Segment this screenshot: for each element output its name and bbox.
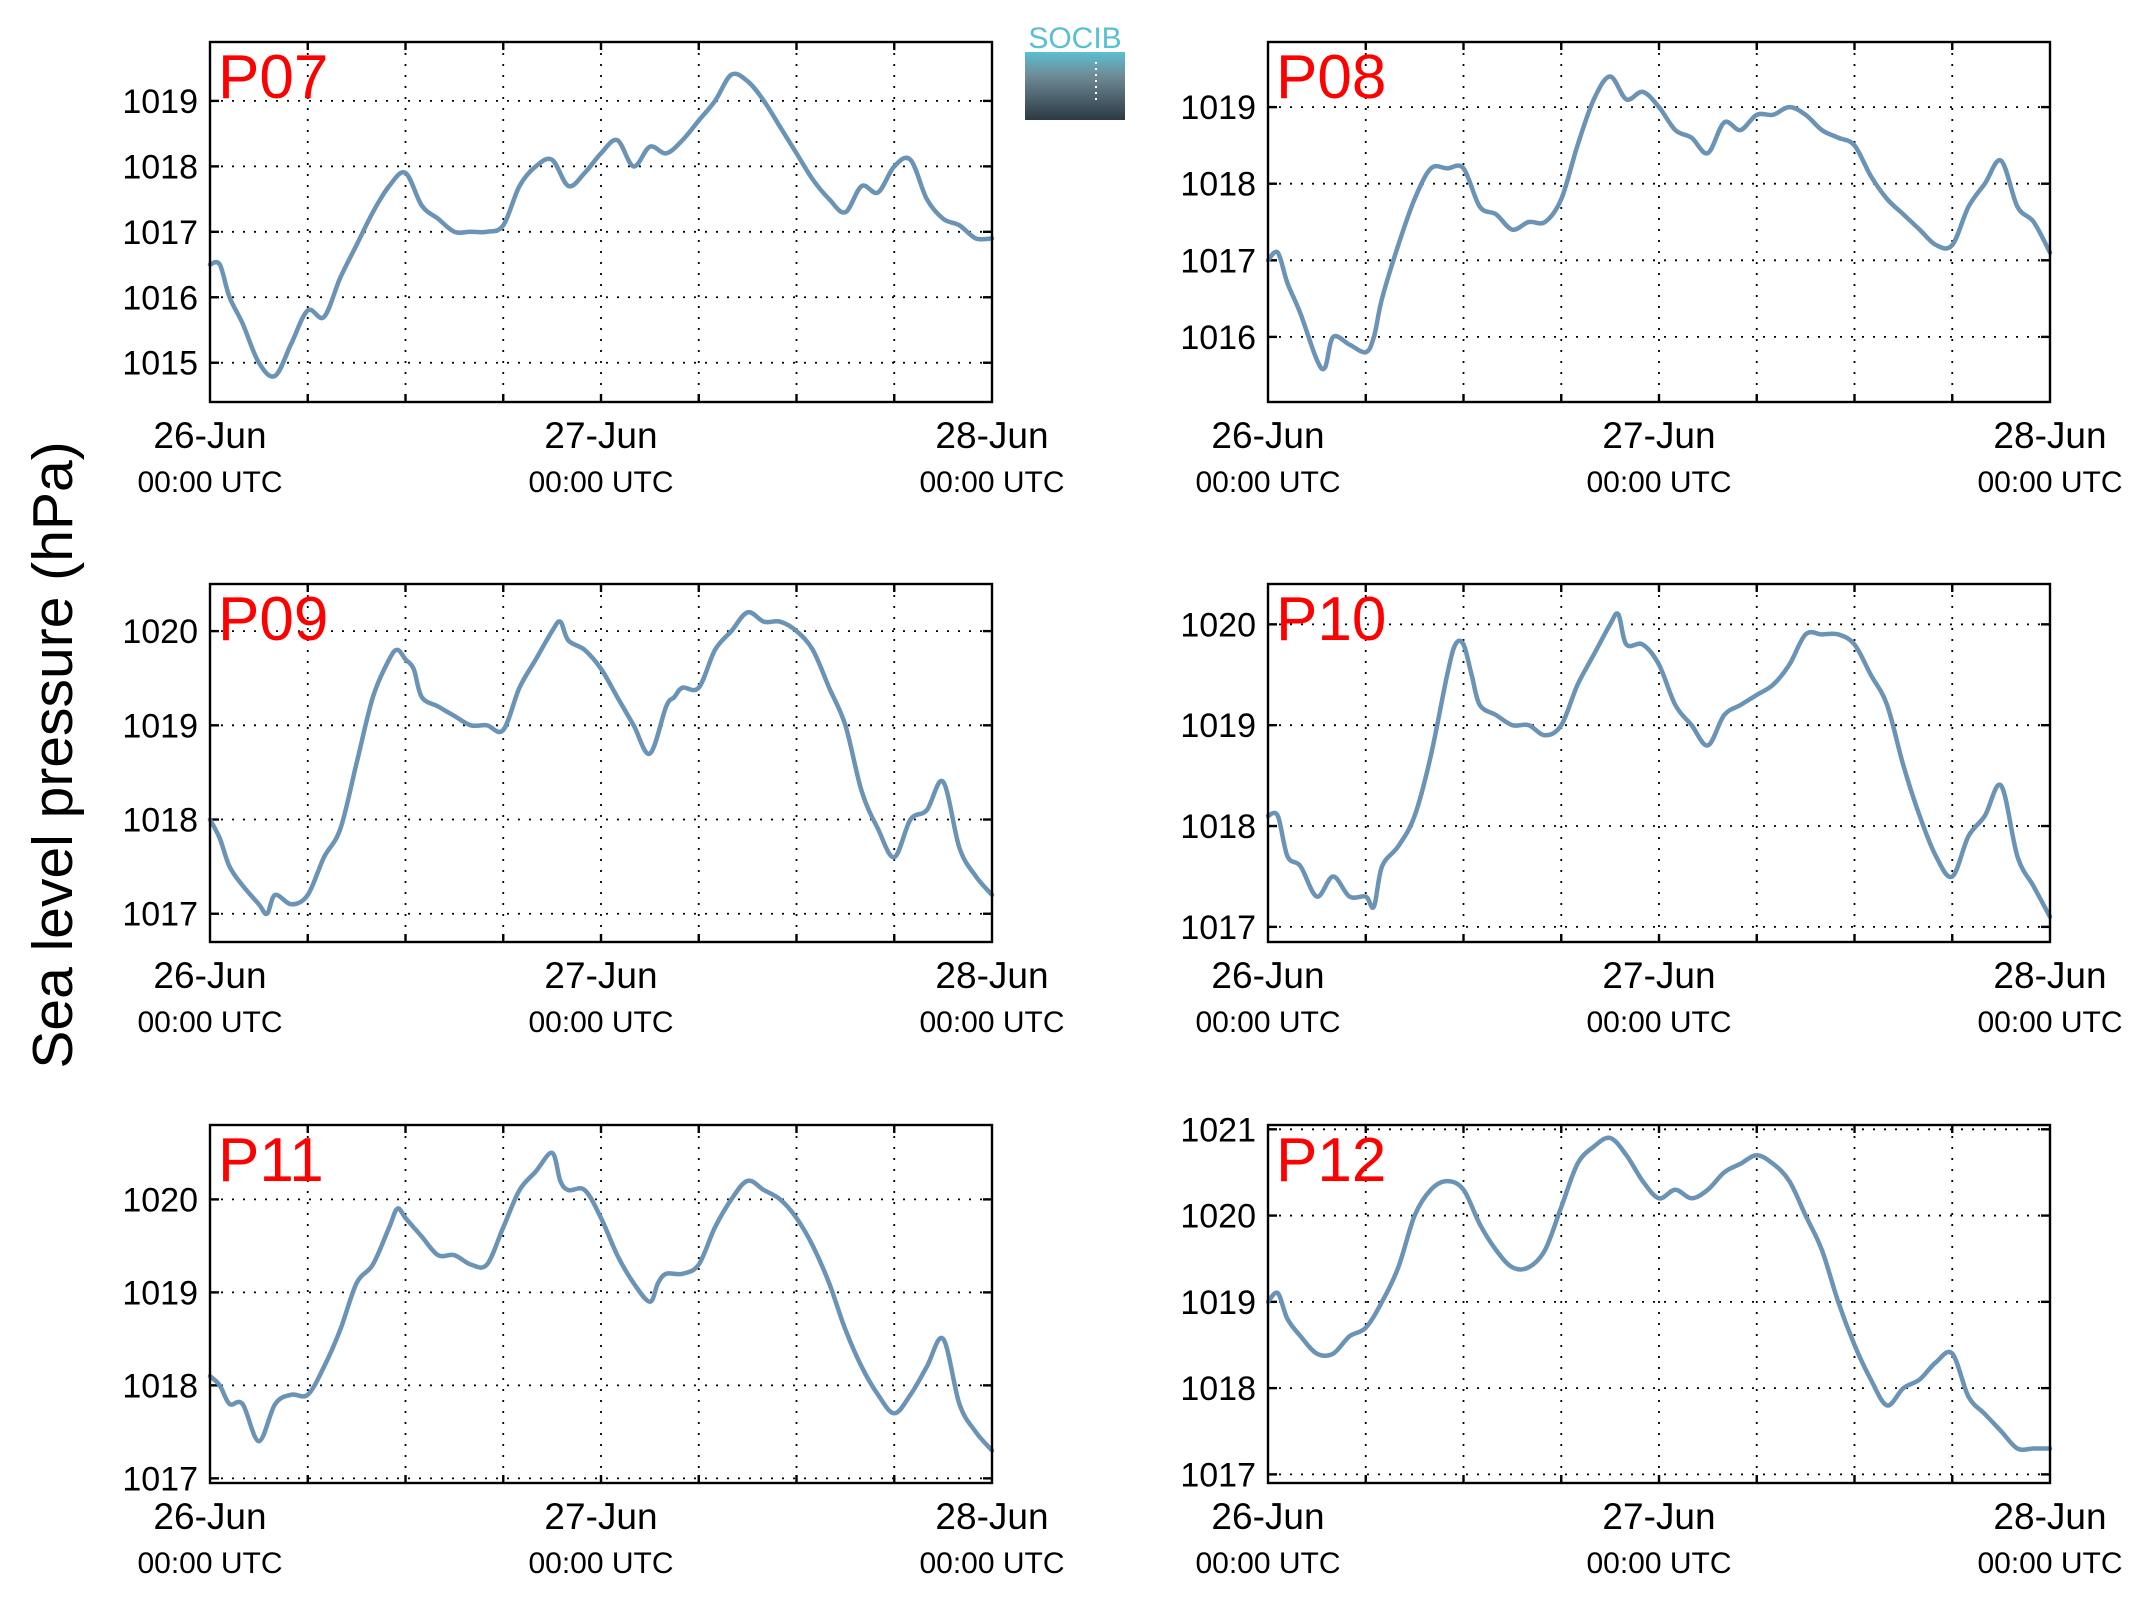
y-tick-label: 1019 [1180, 1284, 1256, 1322]
x-tick-label-time: 00:00 UTC [1977, 1006, 2122, 1039]
y-tick-label: 1018 [122, 1367, 198, 1405]
y-tick-label: 1019 [1180, 89, 1256, 127]
panel-title: P10 [1276, 585, 1386, 654]
x-tick-label-time: 00:00 UTC [1195, 1547, 1340, 1580]
x-tick-label-date: 26-Jun [1211, 415, 1324, 456]
y-tick-label: 1019 [122, 1274, 198, 1312]
panel-p08: 1016 1017 1018 1019 P08 26-Jun 00:00 UTC 27-Jun… [1180, 40, 2123, 499]
panel-title: P09 [218, 585, 328, 654]
panel-title: P07 [218, 43, 328, 112]
y-tick-label: 1017 [122, 1460, 198, 1498]
x-tick-label-time: 00:00 UTC [919, 1006, 1064, 1039]
x-tick-label-time: 00:00 UTC [137, 1547, 282, 1580]
panel-p11: 1017 1018 1019 1020 P11 26-Jun 00:00 UTC 27-Jun… [122, 1123, 1065, 1580]
y-tick-label: 1019 [1180, 707, 1256, 745]
plot-frame [208, 1123, 994, 1485]
y-tick-label: 1017 [122, 896, 198, 934]
x-tick-label-time: 00:00 UTC [137, 1006, 282, 1039]
y-tick-label: 1018 [122, 148, 198, 186]
pressure-series-line [1265, 611, 2053, 920]
x-tick-label-date: 28-Jun [935, 1496, 1048, 1537]
socib-logo: SOCIB [1025, 22, 1125, 120]
x-tick-label-date: 27-Jun [544, 415, 657, 456]
panel-title: P11 [218, 1126, 324, 1195]
plot-frame [1266, 582, 2052, 944]
y-tick-label: 1017 [122, 214, 198, 252]
panel-p10: 1017 1018 1019 1020 P10 26-Jun 00:00 UTC 27-Jun… [1180, 582, 2123, 1039]
x-tick-label-date: 26-Jun [153, 415, 266, 456]
x-tick-label-time: 00:00 UTC [137, 466, 282, 499]
y-tick-label: 1016 [122, 279, 198, 317]
y-tick-label: 1015 [122, 345, 198, 383]
x-tick-label-date: 26-Jun [1211, 1496, 1324, 1537]
x-tick-label-date: 26-Jun [1211, 955, 1324, 996]
x-tick-label-date: 27-Jun [1602, 1496, 1715, 1537]
pressure-series-line [1265, 1135, 2053, 1453]
panel-title: P12 [1276, 1126, 1386, 1195]
plot-frame [1266, 1123, 2052, 1485]
x-tick-label-date: 26-Jun [153, 955, 266, 996]
y-tick-label: 1021 [1180, 1111, 1256, 1149]
panel-p09: 1017 1018 1019 1020 P09 26-Jun 00:00 UTC 27-Jun… [122, 582, 1065, 1039]
plot-frame [208, 40, 994, 404]
x-tick-label-time: 00:00 UTC [1977, 1547, 2122, 1580]
x-tick-label-time: 00:00 UTC [1195, 466, 1340, 499]
x-tick-label-date: 28-Jun [1993, 1496, 2106, 1537]
x-tick-label-date: 27-Jun [544, 955, 657, 996]
x-tick-label-date: 28-Jun [935, 415, 1048, 456]
x-tick-label-date: 28-Jun [1993, 955, 2106, 996]
pressure-series-line [207, 71, 995, 379]
x-tick-label-date: 28-Jun [935, 955, 1048, 996]
x-tick-label-date: 27-Jun [1602, 415, 1715, 456]
logo-text: SOCIB [1028, 22, 1121, 55]
panel-title: P08 [1276, 43, 1386, 112]
x-tick-label-time: 00:00 UTC [528, 1547, 673, 1580]
y-tick-label: 1020 [122, 613, 198, 651]
y-axis-label: Sea level pressure (hPa) [21, 441, 85, 1068]
plot-frame [1266, 40, 2052, 404]
pressure-series-line [1265, 74, 2053, 372]
panel-p12: 1017 1018 1019 1020 1021 P12 26-Jun 00:00 UTC 27… [1180, 1111, 2122, 1580]
x-tick-label-time: 00:00 UTC [528, 466, 673, 499]
x-tick-label-date: 27-Jun [544, 1496, 657, 1537]
y-tick-label: 1016 [1180, 319, 1256, 357]
y-tick-label: 1020 [1180, 606, 1256, 644]
x-tick-label-time: 00:00 UTC [1977, 466, 2122, 499]
x-tick-label-time: 00:00 UTC [1586, 1006, 1731, 1039]
x-tick-label-time: 00:00 UTC [919, 466, 1064, 499]
y-tick-label: 1019 [122, 83, 198, 121]
logo-block [1025, 52, 1125, 120]
y-tick-label: 1020 [1180, 1198, 1256, 1236]
y-tick-label: 1019 [122, 707, 198, 745]
y-tick-label: 1018 [1180, 1370, 1256, 1408]
x-tick-label-time: 00:00 UTC [1586, 1547, 1731, 1580]
panel-p07: 1015 1016 1017 1018 1019 P07 26-Jun 00:00 UTC 27… [122, 40, 1065, 499]
x-tick-label-date: 27-Jun [1602, 955, 1715, 996]
x-tick-label-time: 00:00 UTC [919, 1547, 1064, 1580]
pressure-series-line [207, 609, 995, 917]
pressure-series-line [207, 1150, 995, 1453]
y-tick-label: 1020 [122, 1181, 198, 1219]
y-tick-label: 1018 [122, 802, 198, 840]
y-tick-label: 1017 [1180, 909, 1256, 947]
x-tick-label-time: 00:00 UTC [528, 1006, 673, 1039]
x-tick-label-time: 00:00 UTC [1586, 466, 1731, 499]
x-tick-label-date: 26-Jun [153, 1496, 266, 1537]
x-tick-label-date: 28-Jun [1993, 415, 2106, 456]
plot-frame [208, 582, 994, 944]
y-tick-label: 1018 [1180, 808, 1256, 846]
y-tick-label: 1018 [1180, 166, 1256, 204]
y-tick-label: 1017 [1180, 242, 1256, 280]
panels: 1015 1016 1017 1018 1019 P07 26-Jun 00:00 UTC 27… [122, 40, 2123, 1580]
x-tick-label-time: 00:00 UTC [1195, 1006, 1340, 1039]
y-tick-label: 1017 [1180, 1456, 1256, 1494]
